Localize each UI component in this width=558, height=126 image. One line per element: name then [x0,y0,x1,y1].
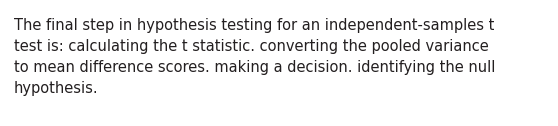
Text: The final step in hypothesis testing for an independent-samples t
test is: calcu: The final step in hypothesis testing for… [14,18,496,96]
